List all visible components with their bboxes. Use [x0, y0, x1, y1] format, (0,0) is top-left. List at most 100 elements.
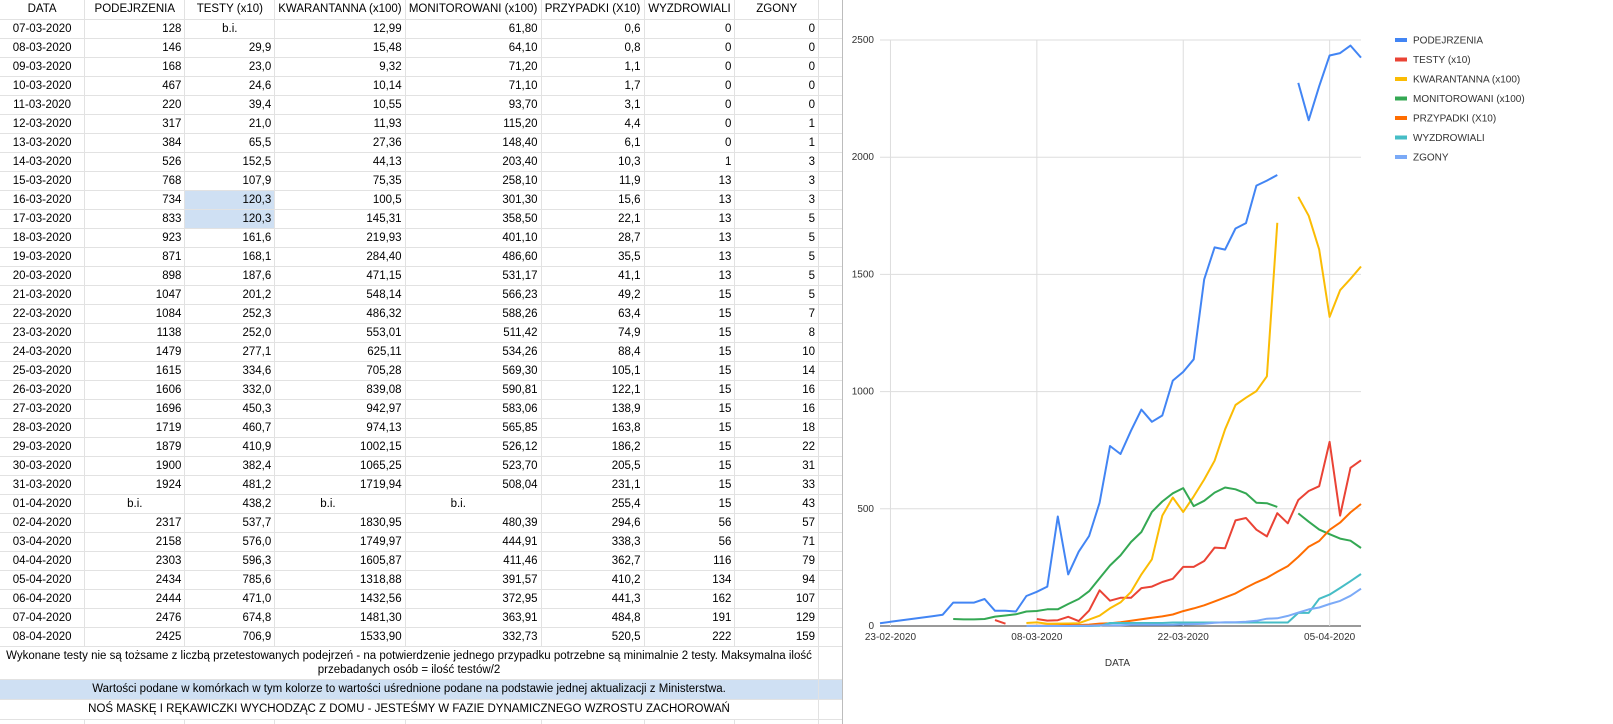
- tests-note[interactable]: Wykonane testy nie są tożsame z liczbą p…: [0, 646, 820, 680]
- value-cell[interactable]: 5: [734, 228, 820, 248]
- value-cell[interactable]: 277,1: [184, 342, 276, 362]
- value-cell[interactable]: 576,0: [184, 532, 276, 552]
- value-cell[interactable]: 1879: [84, 437, 186, 457]
- value-cell[interactable]: 358,50: [405, 209, 542, 229]
- value-cell[interactable]: 22,1: [541, 209, 645, 229]
- mask-warning-note[interactable]: NOŚ MASKĘ I RĘKAWICZKI WYCHODZĄC Z DOMU …: [0, 699, 820, 720]
- value-cell[interactable]: 0: [734, 95, 820, 115]
- value-cell[interactable]: 252,3: [184, 304, 276, 324]
- value-cell[interactable]: 441,3: [541, 589, 645, 609]
- value-cell[interactable]: 411,46: [405, 551, 542, 571]
- value-cell[interactable]: 138,9: [541, 399, 645, 419]
- value-cell[interactable]: 71,10: [405, 76, 542, 96]
- date-cell[interactable]: 30-03-2020: [0, 456, 86, 476]
- value-cell[interactable]: 24,6: [184, 76, 276, 96]
- value-cell[interactable]: 384: [84, 133, 186, 153]
- column-header[interactable]: PODEJRZENIA: [84, 0, 186, 20]
- value-cell[interactable]: 44,13: [274, 152, 406, 172]
- value-cell[interactable]: 231,1: [541, 475, 645, 495]
- value-cell[interactable]: 205,5: [541, 456, 645, 476]
- value-cell[interactable]: 0: [644, 57, 736, 77]
- value-cell[interactable]: 391,57: [405, 570, 542, 590]
- value-cell[interactable]: 1615: [84, 361, 186, 381]
- value-cell[interactable]: 0: [734, 19, 820, 39]
- empty-cell[interactable]: [274, 719, 406, 724]
- value-cell[interactable]: 33: [734, 475, 820, 495]
- value-cell[interactable]: 115,20: [405, 114, 542, 134]
- date-cell[interactable]: 07-03-2020: [0, 19, 86, 39]
- value-cell[interactable]: 145,31: [274, 209, 406, 229]
- value-cell[interactable]: 159: [734, 627, 820, 647]
- value-cell[interactable]: 1318,88: [274, 570, 406, 590]
- value-cell[interactable]: 1749,97: [274, 532, 406, 552]
- value-cell[interactable]: 65,5: [184, 133, 276, 153]
- empty-cell[interactable]: [818, 532, 843, 552]
- empty-cell[interactable]: [818, 342, 843, 362]
- value-cell[interactable]: 382,4: [184, 456, 276, 476]
- date-cell[interactable]: 02-04-2020: [0, 513, 86, 533]
- value-cell[interactable]: 2425: [84, 627, 186, 647]
- value-cell[interactable]: 1830,95: [274, 513, 406, 533]
- value-cell[interactable]: 15: [644, 418, 736, 438]
- date-cell[interactable]: 10-03-2020: [0, 76, 86, 96]
- date-cell[interactable]: 17-03-2020: [0, 209, 86, 229]
- value-cell[interactable]: 332,73: [405, 627, 542, 647]
- empty-cell[interactable]: [818, 0, 843, 20]
- empty-cell[interactable]: [818, 114, 843, 134]
- value-cell[interactable]: 64,10: [405, 38, 542, 58]
- value-cell[interactable]: 590,81: [405, 380, 542, 400]
- column-header[interactable]: DATA: [0, 0, 86, 20]
- value-cell[interactable]: b.i.: [84, 494, 186, 514]
- value-cell[interactable]: 13: [644, 209, 736, 229]
- value-cell[interactable]: 1719,94: [274, 475, 406, 495]
- value-cell[interactable]: 537,7: [184, 513, 276, 533]
- value-cell[interactable]: 10,55: [274, 95, 406, 115]
- value-cell[interactable]: 284,40: [274, 247, 406, 267]
- date-cell[interactable]: 20-03-2020: [0, 266, 86, 286]
- value-cell[interactable]: 460,7: [184, 418, 276, 438]
- value-cell[interactable]: 161,6: [184, 228, 276, 248]
- value-cell[interactable]: 486,32: [274, 304, 406, 324]
- empty-cell[interactable]: [818, 133, 843, 153]
- column-header[interactable]: TESTY (x10): [184, 0, 276, 20]
- value-cell[interactable]: 467: [84, 76, 186, 96]
- date-cell[interactable]: 18-03-2020: [0, 228, 86, 248]
- date-cell[interactable]: 13-03-2020: [0, 133, 86, 153]
- value-cell[interactable]: 10: [734, 342, 820, 362]
- date-cell[interactable]: 09-03-2020: [0, 57, 86, 77]
- value-cell[interactable]: 63,4: [541, 304, 645, 324]
- value-cell[interactable]: 23,0: [184, 57, 276, 77]
- empty-cell[interactable]: [818, 679, 843, 700]
- value-cell[interactable]: 583,06: [405, 399, 542, 419]
- value-cell[interactable]: 107: [734, 589, 820, 609]
- value-cell[interactable]: 1924: [84, 475, 186, 495]
- value-cell[interactable]: 61,80: [405, 19, 542, 39]
- empty-cell[interactable]: [818, 608, 843, 628]
- value-cell[interactable]: 120,3: [184, 190, 276, 210]
- value-cell[interactable]: 134: [644, 570, 736, 590]
- empty-cell[interactable]: [405, 719, 542, 724]
- value-cell[interactable]: 481,2: [184, 475, 276, 495]
- value-cell[interactable]: 1: [644, 152, 736, 172]
- value-cell[interactable]: 338,3: [541, 532, 645, 552]
- empty-cell[interactable]: [818, 513, 843, 533]
- value-cell[interactable]: 14: [734, 361, 820, 381]
- value-cell[interactable]: b.i.: [274, 494, 406, 514]
- value-cell[interactable]: 16: [734, 380, 820, 400]
- value-cell[interactable]: 222: [644, 627, 736, 647]
- value-cell[interactable]: 3: [734, 152, 820, 172]
- value-cell[interactable]: 31: [734, 456, 820, 476]
- date-cell[interactable]: 01-04-2020: [0, 494, 86, 514]
- value-cell[interactable]: 1138: [84, 323, 186, 343]
- value-cell[interactable]: 56: [644, 532, 736, 552]
- empty-cell[interactable]: [818, 627, 843, 647]
- empty-cell[interactable]: [818, 551, 843, 571]
- value-cell[interactable]: 28,7: [541, 228, 645, 248]
- empty-cell[interactable]: [818, 19, 843, 39]
- value-cell[interactable]: 3: [734, 171, 820, 191]
- date-cell[interactable]: 08-03-2020: [0, 38, 86, 58]
- value-cell[interactable]: 187,6: [184, 266, 276, 286]
- value-cell[interactable]: 201,2: [184, 285, 276, 305]
- value-cell[interactable]: 511,42: [405, 323, 542, 343]
- value-cell[interactable]: 120,3: [184, 209, 276, 229]
